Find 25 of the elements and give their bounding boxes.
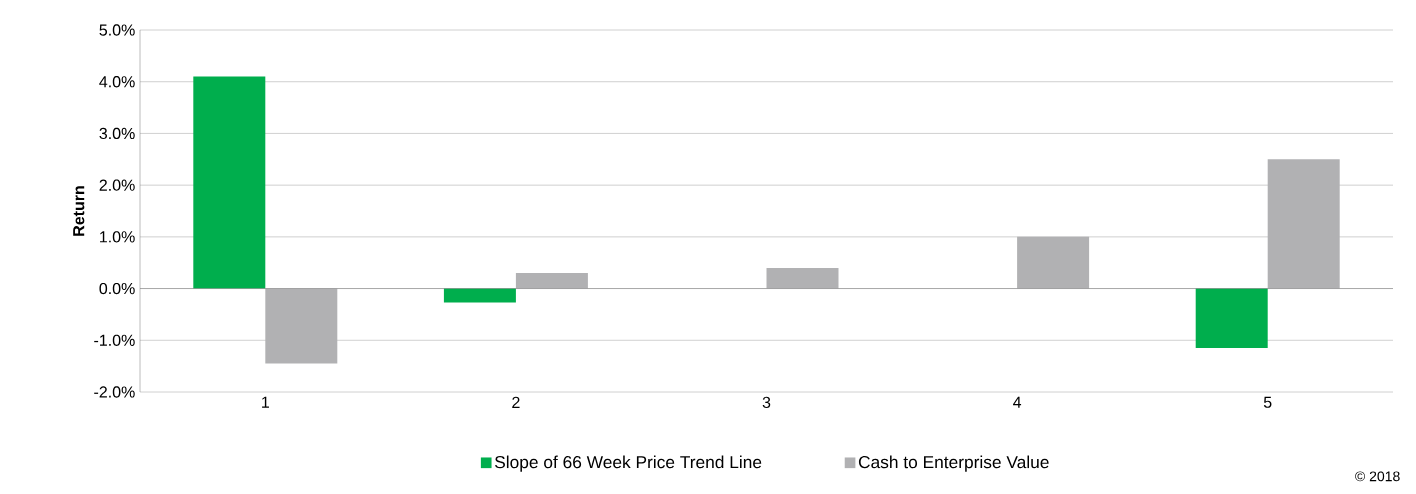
- y-tick-label: -1.0%: [94, 334, 135, 346]
- x-tick-label: 3: [762, 396, 771, 409]
- y-tick-label: 5.0%: [99, 24, 135, 36]
- y-tick-label: 2.0%: [99, 179, 135, 191]
- y-tick-label: -2.0%: [94, 386, 135, 398]
- text: © 2018: [1355, 471, 1400, 482]
- bar: [1017, 236, 1090, 289]
- y-tick-label: 0.0%: [99, 282, 135, 295]
- bar: [1267, 159, 1340, 289]
- x-tick-label: 1: [262, 396, 269, 408]
- bar: [193, 76, 266, 289]
- bar: [265, 288, 338, 364]
- legend-label: Slope of 66 Week Price Trend Line: [495, 455, 762, 472]
- bar: [766, 267, 839, 289]
- bar: [1195, 288, 1268, 349]
- y-tick-label: 4.0%: [99, 76, 135, 88]
- legend-label: Cash to Enterprise Value: [858, 455, 1049, 472]
- x-tick-label: 5: [1263, 396, 1272, 408]
- bar: [515, 273, 588, 289]
- x-tick-label: 4: [1013, 396, 1022, 408]
- y-tick-label: 1.0%: [100, 231, 135, 243]
- bar: [443, 288, 516, 303]
- y-tick-label: 3.0%: [99, 127, 135, 140]
- x-tick-label: 2: [512, 396, 520, 408]
- y-axis-title: Return: [73, 186, 85, 236]
